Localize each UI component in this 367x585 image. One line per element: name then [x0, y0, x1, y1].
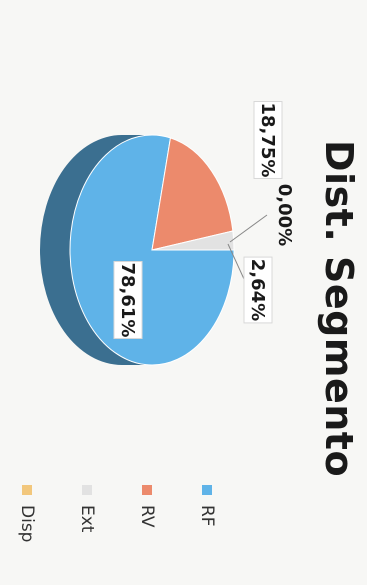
legend-swatch-disp: [22, 485, 32, 495]
data-label-rf: 78,61%: [117, 263, 138, 338]
data-label-rv: 18,75%: [257, 103, 278, 178]
chart-legend: RF RV Ext Disp: [17, 485, 217, 542]
pie-side-rf: [40, 135, 152, 365]
legend-swatch-rf: [202, 485, 212, 495]
legend-label-disp: Disp: [17, 505, 37, 543]
pie-labels: 78,61% 18,75% 2,64% 0,00%: [113, 101, 295, 339]
legend-item-ext: Ext: [77, 485, 97, 542]
legend-swatch-rv: [142, 485, 152, 495]
data-label-rf-box: [113, 261, 143, 339]
pie-slice-rf: [69, 134, 235, 366]
legend-item-disp: Disp: [17, 485, 37, 542]
data-label-disp: 0,00%: [274, 184, 295, 246]
legend-swatch-ext: [82, 485, 92, 495]
data-label-ext: 2,64%: [247, 259, 268, 321]
pie-depth: [40, 135, 152, 365]
data-label-rv-box: [253, 101, 283, 179]
pie-slice-ext: [151, 230, 235, 251]
legend-item-rf: RF: [197, 485, 217, 542]
leader-line-disp: [229, 214, 268, 243]
pie-slices: [69, 134, 235, 366]
pie-slice-rv: [151, 137, 234, 251]
legend-label-ext: Ext: [77, 505, 97, 533]
data-label-ext-box: [243, 256, 273, 324]
legend-label-rf: RF: [197, 505, 217, 527]
legend-item-rv: RV: [137, 485, 157, 542]
legend-label-rv: RV: [137, 505, 157, 528]
